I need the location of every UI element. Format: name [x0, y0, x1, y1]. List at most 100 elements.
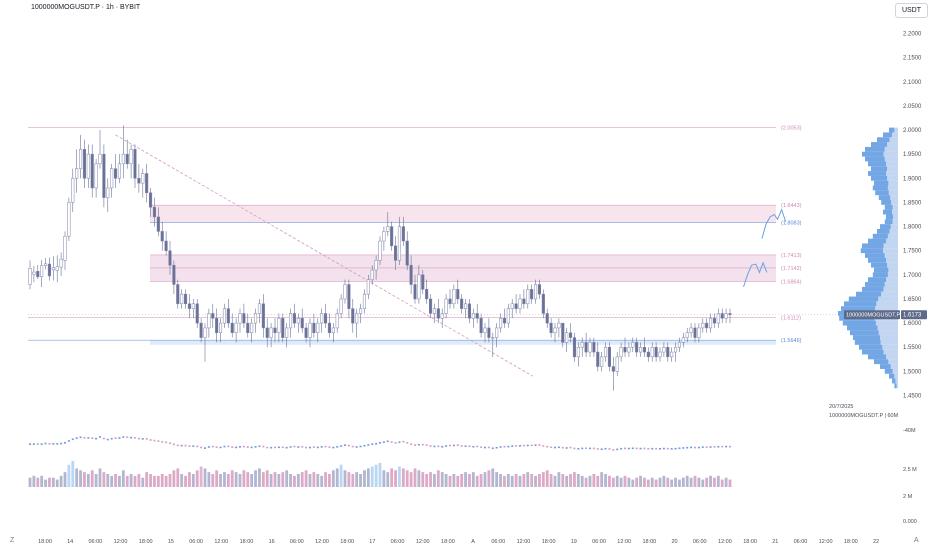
candle-116[interactable]	[479, 313, 483, 338]
candle-64[interactable]	[277, 313, 281, 343]
candle-173[interactable]	[701, 318, 705, 333]
candle-96[interactable]	[401, 216, 405, 246]
candle-40[interactable]	[184, 289, 188, 309]
candle-169[interactable]	[685, 327, 689, 343]
candle-138[interactable]	[565, 327, 569, 353]
candle-105[interactable]	[436, 298, 440, 324]
candle-47[interactable]	[211, 303, 215, 328]
candle-28[interactable]	[137, 163, 141, 193]
candle-180[interactable]	[728, 308, 732, 324]
candle-43[interactable]	[195, 298, 199, 328]
candles[interactable]	[28, 125, 732, 391]
candle-81[interactable]	[343, 279, 347, 304]
candle-63[interactable]	[273, 318, 277, 343]
candle-31[interactable]	[149, 187, 153, 217]
candle-118[interactable]	[487, 318, 491, 343]
candle-175[interactable]	[709, 313, 713, 333]
candle-122[interactable]	[502, 308, 506, 328]
candle-21[interactable]	[110, 163, 114, 198]
candle-92[interactable]	[386, 212, 390, 237]
candle-99[interactable]	[413, 274, 417, 304]
candle-136[interactable]	[557, 318, 561, 338]
candle-176[interactable]	[712, 313, 716, 328]
candle-150[interactable]	[611, 356, 615, 391]
candle-32[interactable]	[152, 197, 156, 227]
candle-35[interactable]	[164, 231, 168, 256]
candle-103[interactable]	[429, 294, 433, 319]
candle-13[interactable]	[79, 134, 83, 179]
candle-170[interactable]	[689, 323, 693, 338]
candle-26[interactable]	[129, 144, 133, 179]
candle-20[interactable]	[106, 178, 110, 213]
candle-27[interactable]	[133, 144, 137, 188]
candle-127[interactable]	[522, 289, 526, 309]
candle-91[interactable]	[382, 226, 386, 251]
candle-57[interactable]	[250, 318, 254, 343]
price-axis[interactable]: 2.2000 2.1500 2.1000 2.0500 2.0000 1.9500 1.90…	[903, 32, 922, 400]
candle-101[interactable]	[421, 270, 425, 295]
candle-74[interactable]	[316, 318, 320, 343]
candle-66[interactable]	[285, 323, 289, 348]
candle-5[interactable]	[47, 257, 51, 281]
candle-23[interactable]	[117, 154, 121, 184]
candle-171[interactable]	[693, 323, 697, 343]
candle-128[interactable]	[526, 284, 530, 309]
candle-48[interactable]	[215, 308, 219, 343]
candle-174[interactable]	[705, 318, 709, 333]
candle-126[interactable]	[518, 294, 522, 314]
candle-67[interactable]	[289, 308, 293, 338]
candle-167[interactable]	[677, 337, 681, 353]
candle-100[interactable]	[417, 265, 421, 304]
candle-71[interactable]	[304, 323, 308, 343]
candle-83[interactable]	[351, 298, 355, 333]
candle-41[interactable]	[187, 294, 191, 319]
candle-106[interactable]	[440, 308, 444, 328]
candle-34[interactable]	[160, 221, 164, 251]
candle-168[interactable]	[681, 332, 685, 348]
candle-6[interactable]	[51, 256, 55, 281]
candle-70[interactable]	[300, 308, 304, 333]
candle-178[interactable]	[720, 308, 724, 324]
candle-68[interactable]	[292, 303, 296, 328]
candle-19[interactable]	[102, 144, 106, 208]
time-axis[interactable]: 18:00 14 06:00 12:00 18:00 15 06:00 12:00 18:00 1…	[38, 539, 879, 545]
candle-88[interactable]	[370, 265, 374, 285]
candle-156[interactable]	[635, 337, 639, 357]
candle-30[interactable]	[145, 163, 149, 203]
candle-131[interactable]	[537, 279, 541, 299]
candle-102[interactable]	[425, 279, 429, 304]
candle-97[interactable]	[405, 231, 409, 271]
candle-162[interactable]	[658, 347, 662, 362]
candle-177[interactable]	[716, 308, 720, 328]
candle-142[interactable]	[580, 337, 584, 357]
candle-1[interactable]	[32, 265, 36, 283]
candle-151[interactable]	[615, 352, 619, 377]
candle-24[interactable]	[121, 125, 125, 179]
candle-111[interactable]	[460, 294, 464, 314]
candle-148[interactable]	[604, 342, 608, 362]
candle-17[interactable]	[94, 158, 98, 198]
candle-75[interactable]	[320, 308, 324, 333]
candle-114[interactable]	[471, 308, 475, 328]
candle-163[interactable]	[662, 342, 666, 357]
candle-73[interactable]	[312, 313, 316, 338]
candle-110[interactable]	[456, 279, 460, 304]
candle-132[interactable]	[541, 289, 545, 319]
candle-39[interactable]	[180, 289, 184, 309]
candle-29[interactable]	[141, 168, 145, 198]
candle-140[interactable]	[572, 332, 576, 362]
candle-137[interactable]	[561, 322, 565, 348]
candle-119[interactable]	[491, 332, 495, 357]
symbol-title[interactable]: 1000000MOGUSDT.P · 1h · BYBIT	[31, 4, 141, 11]
candle-166[interactable]	[674, 342, 678, 362]
candle-133[interactable]	[545, 308, 549, 328]
candle-179[interactable]	[724, 308, 728, 324]
candle-152[interactable]	[619, 342, 623, 362]
candle-113[interactable]	[467, 298, 471, 324]
candle-0[interactable]	[28, 260, 32, 290]
candle-112[interactable]	[464, 298, 468, 319]
candle-120[interactable]	[495, 323, 499, 348]
candle-4[interactable]	[44, 257, 48, 270]
candle-10[interactable]	[67, 197, 71, 242]
candle-94[interactable]	[394, 236, 398, 271]
